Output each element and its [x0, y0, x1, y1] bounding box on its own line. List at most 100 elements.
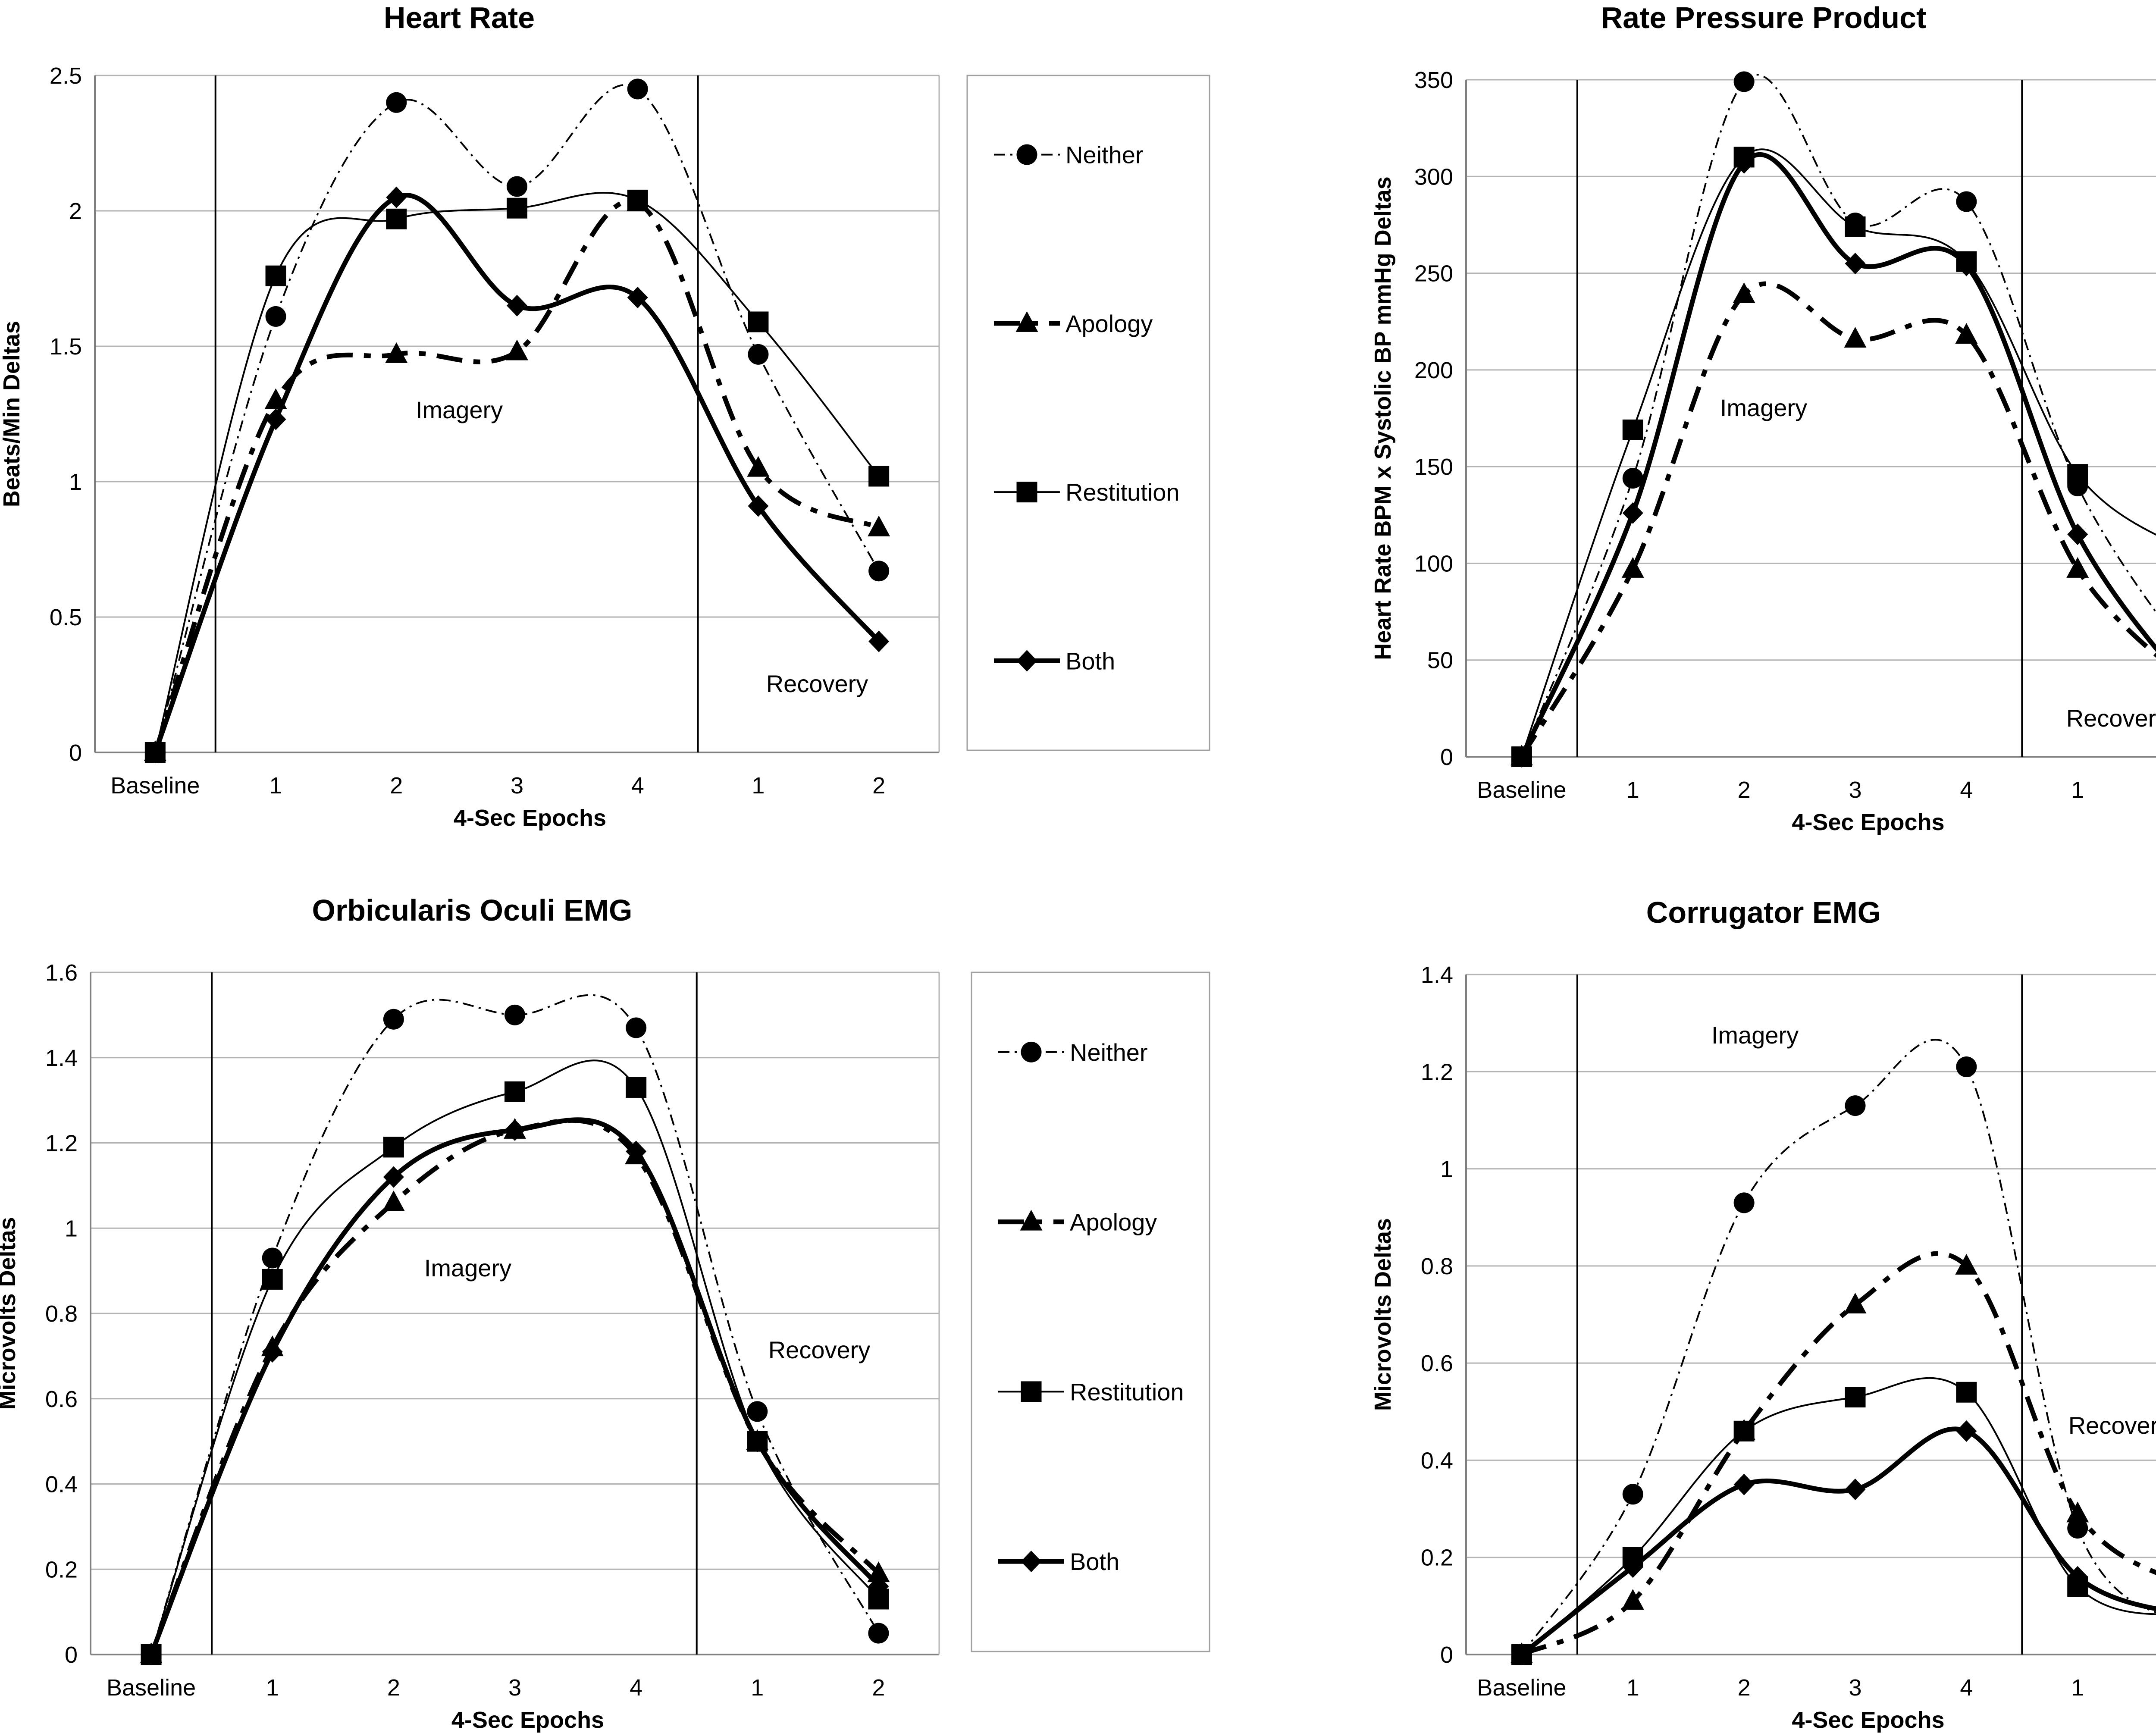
- x-tick-label: Baseline: [110, 773, 200, 799]
- data-point-neither: [1845, 1095, 1866, 1116]
- data-point-apology: [506, 339, 528, 360]
- data-point-apology: [1621, 1589, 1644, 1610]
- data-point-apology: [2066, 1501, 2089, 1523]
- data-point-both: [1733, 1473, 1755, 1495]
- x-axis-label: 4-Sec Epochs: [451, 1707, 604, 1733]
- data-point-both: [1733, 152, 1755, 174]
- legend-label-neither: Neither: [1070, 1039, 1148, 1066]
- data-point-apology: [1621, 557, 1644, 578]
- data-point-neither: [627, 78, 648, 100]
- data-point-restitution: [505, 1081, 525, 1102]
- data-point-both: [265, 408, 286, 430]
- data-point-both: [2067, 1566, 2088, 1588]
- legend-marker-both: [1021, 1551, 1042, 1573]
- y-tick-label: 0.8: [45, 1301, 78, 1327]
- chart-panel-4: Corrugator EMG 0 0.2 0.4 0.6 0.8 1 1.2 1.4 Baseli…: [1370, 896, 2156, 1733]
- data-point-restitution: [507, 197, 527, 219]
- x-tick-label: 2: [1738, 777, 1751, 803]
- y-tick-label: 1: [1440, 1156, 1453, 1182]
- series-line-neither: [1521, 74, 2156, 757]
- y-tick-label: 0.4: [1421, 1448, 1453, 1473]
- data-point-neither: [1622, 468, 1643, 489]
- legend-label-both: Both: [1070, 1548, 1119, 1575]
- data-point-restitution: [383, 1137, 404, 1158]
- data-point-neither: [262, 1247, 283, 1269]
- y-tick-label: 1.2: [45, 1131, 78, 1156]
- data-point-neither: [383, 1009, 404, 1030]
- data-point-neither: [265, 306, 286, 327]
- series-line-both: [1520, 1426, 2156, 1657]
- y-tick-label: 250: [1414, 261, 1453, 287]
- data-point-both: [626, 1141, 647, 1163]
- annotation-imagery: Imagery: [1720, 394, 1807, 421]
- annotation-recovery: Recovery: [2066, 705, 2156, 732]
- legend-label-apology: Apology: [1070, 1209, 1157, 1236]
- data-point-both: [868, 1575, 889, 1597]
- data-point-restitution: [748, 311, 769, 332]
- y-tick-label: 0.2: [1421, 1545, 1453, 1571]
- data-point-both: [627, 286, 648, 308]
- data-point-apology: [747, 456, 770, 477]
- data-point-neither: [1622, 1484, 1643, 1505]
- y-tick-label: 1.5: [50, 334, 82, 360]
- y-tick-label: 1: [65, 1216, 78, 1241]
- y-tick-label: 350: [1414, 67, 1453, 93]
- series-line-apology: [1520, 1251, 2156, 1657]
- y-tick-label: 1: [69, 469, 82, 495]
- legend-marker-neither: [1021, 1041, 1042, 1062]
- legend-box: [971, 971, 1210, 1652]
- y-tick-label: 2.5: [50, 63, 82, 89]
- y-tick-label: 0: [1440, 1642, 1453, 1668]
- x-tick-label: 4: [630, 1675, 642, 1701]
- data-point-neither: [507, 176, 527, 197]
- y-tick-label: 0.8: [1421, 1254, 1453, 1279]
- y-tick-label: 2: [69, 198, 82, 224]
- series-line-both: [153, 193, 881, 753]
- x-axis-label: 4-Sec Epochs: [1792, 809, 1944, 835]
- legend-label-neither: Neither: [1065, 141, 1144, 169]
- data-point-neither: [1956, 1056, 1977, 1078]
- y-tick-label: 0: [65, 1642, 78, 1668]
- data-point-both: [1956, 254, 1977, 276]
- y-tick-label: 0.4: [45, 1472, 78, 1498]
- x-tick-label: 1: [2071, 1675, 2084, 1701]
- x-tick-label: 2: [872, 1675, 885, 1701]
- data-point-neither: [868, 561, 890, 582]
- data-point-both: [1511, 1644, 1532, 1665]
- annotation-recovery: Recovery: [766, 670, 868, 697]
- x-tick-label: 4: [631, 773, 644, 799]
- x-tick-label: 2: [1738, 1675, 1751, 1701]
- series-line-restitution: [154, 192, 880, 753]
- y-axis-label: Beats/Min Deltas: [0, 321, 25, 507]
- data-point-neither: [1733, 1192, 1755, 1213]
- x-tick-label: 3: [508, 1675, 521, 1701]
- data-point-restitution: [265, 265, 286, 286]
- y-axis-label: Microvolts Deltas: [1370, 1218, 1396, 1411]
- y-tick-label: 0.6: [45, 1386, 78, 1412]
- legend: Neither Apology Restitution Both: [971, 971, 1210, 1652]
- data-point-both: [1845, 253, 1866, 275]
- y-tick-label: 300: [1414, 164, 1453, 190]
- data-point-restitution: [626, 1077, 647, 1098]
- series-line-apology: [149, 1118, 881, 1656]
- data-point-apology: [382, 1190, 405, 1211]
- data-point-both: [505, 1119, 525, 1141]
- y-tick-label: 0: [69, 740, 82, 766]
- data-point-restitution: [1845, 216, 1866, 237]
- data-point-both: [1956, 1420, 1977, 1442]
- x-tick-label: 1: [266, 1675, 279, 1701]
- annotation-recovery: Recovery: [768, 1336, 871, 1363]
- x-axis-label: 4-Sec Epochs: [454, 805, 606, 831]
- y-tick-label: 150: [1414, 454, 1453, 480]
- x-tick-label: 1: [752, 773, 765, 799]
- data-point-both: [747, 1430, 768, 1452]
- annotation-imagery: Imagery: [416, 396, 503, 423]
- x-tick-label: 4: [1960, 777, 1973, 803]
- y-tick-label: 1.4: [45, 1045, 78, 1071]
- y-axis-label: Microvolts Deltas: [0, 1217, 20, 1410]
- y-axis-label: Heart Rate BPM x Systolic BP mmHg Deltas: [1370, 176, 1396, 660]
- data-point-both: [2067, 523, 2088, 545]
- data-point-neither: [748, 344, 769, 365]
- data-point-restitution: [2067, 464, 2088, 485]
